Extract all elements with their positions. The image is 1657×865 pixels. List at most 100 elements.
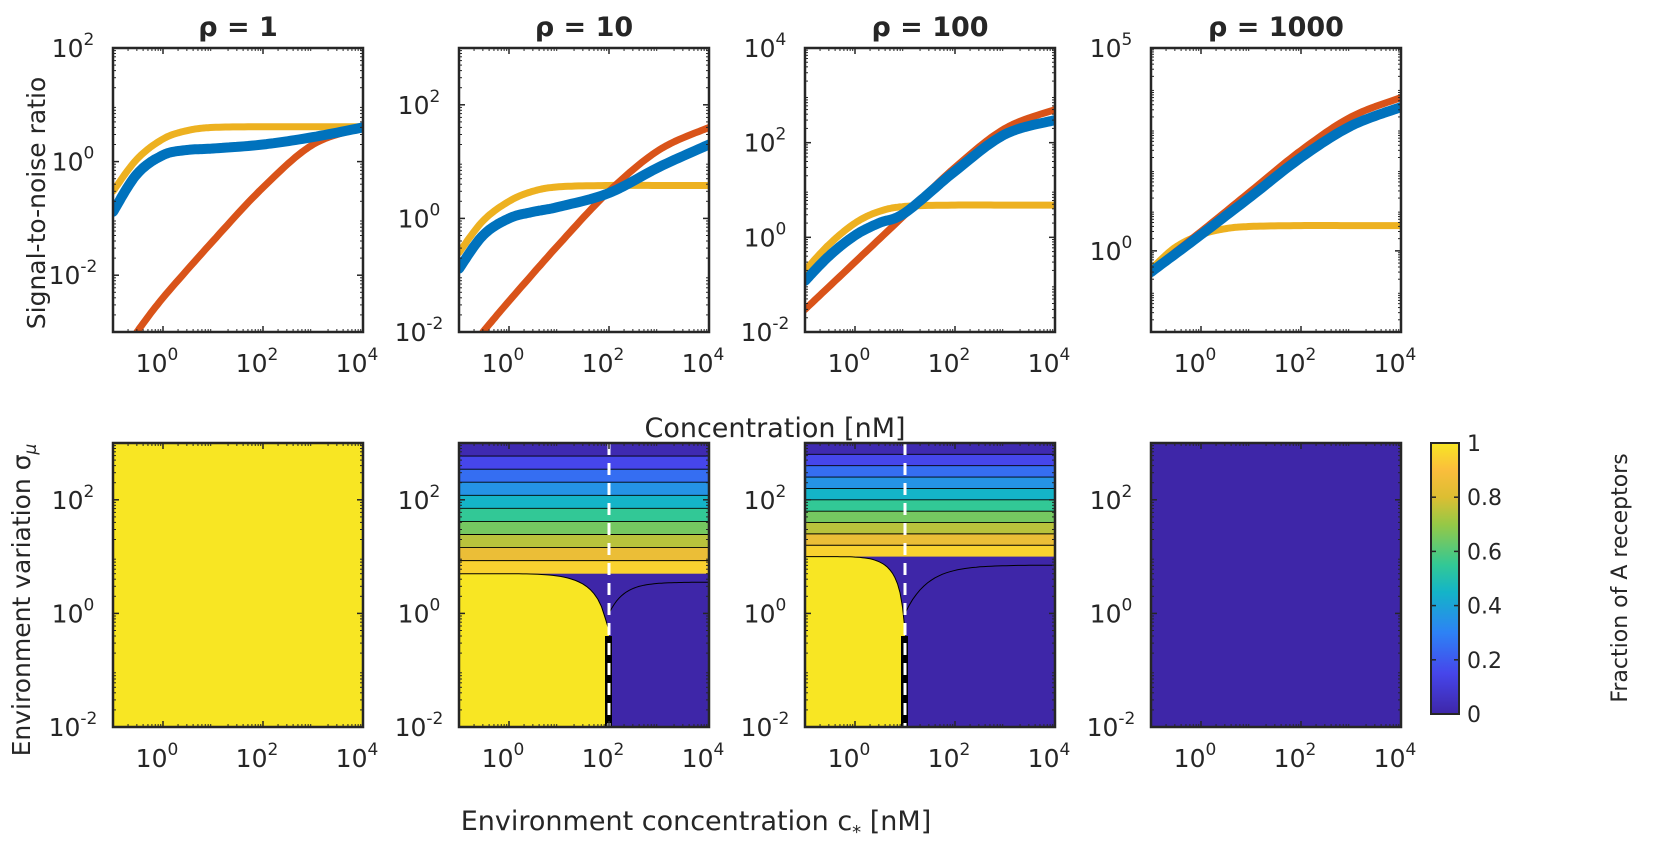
x-tick-label: 102 [582, 345, 625, 378]
tick-base: 10 [1028, 349, 1060, 378]
tick-exponent: 0 [1121, 233, 1132, 253]
series-line-blue [805, 115, 1055, 286]
plot-title: ρ = 1 [198, 12, 278, 43]
tick-exponent: 0 [83, 144, 94, 164]
tick-exponent: 2 [775, 125, 786, 145]
tick-base: 10 [398, 204, 430, 233]
tick-exponent: 2 [429, 87, 440, 107]
tick-exponent: 0 [167, 345, 178, 365]
tick-exponent: 0 [859, 740, 870, 760]
tick-base: 10 [395, 318, 427, 347]
colorbar-tick-label: 0.2 [1467, 649, 1502, 674]
region-low-funnel [609, 582, 709, 727]
x-tick-label: 104 [1374, 345, 1417, 378]
tick-base: 10 [1087, 713, 1119, 742]
y-tick-label: 10-2 [49, 709, 98, 742]
x-tick-label: 104 [1374, 740, 1417, 773]
x-tick-label: 100 [1174, 740, 1217, 773]
x-tick-label: 100 [828, 345, 871, 378]
x-tick-label: 100 [482, 740, 525, 773]
tick-base: 10 [49, 713, 81, 742]
y-tick-label: 100 [52, 595, 95, 628]
fraction-field [113, 443, 363, 727]
y-tick-label: 102 [52, 30, 95, 63]
y-tick-label: 102 [744, 482, 787, 515]
colorbar-label: Fraction of A receptors [1608, 453, 1633, 702]
tick-exponent: 4 [367, 740, 378, 760]
tick-base: 10 [1274, 744, 1306, 773]
bottom-x-axis-label-sub: * [852, 822, 861, 843]
series-lines [459, 123, 709, 332]
axes-frame [803, 46, 1057, 334]
contour-band [459, 534, 709, 548]
tick-base: 10 [582, 349, 614, 378]
colorbar-tick-label: 0.8 [1467, 486, 1502, 511]
tick-exponent: -2 [426, 709, 443, 729]
tick-base: 10 [236, 744, 268, 773]
contour-band [805, 533, 1055, 546]
colorbar-tick-label: 0.4 [1467, 595, 1502, 620]
tick-base: 10 [1090, 34, 1122, 63]
tick-exponent: 0 [429, 595, 440, 615]
x-tick-label: 102 [928, 345, 971, 378]
plot-title: ρ = 10 [535, 12, 633, 43]
contour-band [805, 454, 1055, 466]
y-tick-label: 10-2 [1087, 709, 1136, 742]
y-tick-label: 105 [1090, 30, 1133, 63]
y-tick-label: 10-2 [741, 314, 790, 347]
contour-band-top [459, 443, 709, 457]
tick-base: 10 [482, 349, 514, 378]
tick-base: 10 [744, 223, 776, 252]
tick-base: 10 [52, 34, 84, 63]
series-line-yellow [459, 181, 709, 257]
y-tick-label: 100 [744, 595, 787, 628]
tick-exponent: -2 [772, 314, 789, 334]
tick-exponent: 0 [1205, 345, 1216, 365]
tick-base: 10 [1274, 349, 1306, 378]
tick-base: 10 [482, 744, 514, 773]
series-line-yellow [805, 201, 1055, 274]
tick-base: 10 [682, 349, 714, 378]
tick-exponent: 0 [513, 740, 524, 760]
axes-frame [457, 46, 711, 334]
series-line-orange [133, 123, 363, 332]
tick-exponent: 0 [1205, 740, 1216, 760]
x-tick-label: 104 [1028, 740, 1071, 773]
x-tick-label: 100 [1174, 345, 1217, 378]
contour-band [459, 508, 709, 522]
fraction-field [1151, 443, 1401, 727]
contour-line-funnel [608, 581, 709, 614]
axes-frame [111, 46, 365, 334]
contour-band [459, 560, 709, 574]
x-tick-label: 102 [236, 345, 279, 378]
contour-band [459, 547, 709, 561]
contour-lines [459, 455, 709, 631]
x-tick-label: 104 [1028, 345, 1071, 378]
uniform-fill [1151, 443, 1401, 727]
y-tick-label: 102 [398, 87, 441, 120]
tick-exponent: -2 [772, 709, 789, 729]
tick-exponent: 2 [429, 482, 440, 502]
x-tick-label: 102 [1274, 345, 1317, 378]
contour-band [805, 477, 1055, 489]
tick-exponent: 2 [83, 482, 94, 502]
series-line-blue [1151, 102, 1401, 278]
series-line-blue [459, 139, 709, 274]
bottom-y-axis-label-sub: μ [21, 443, 41, 455]
top-y-axis-label: Signal-to-noise ratio [22, 77, 51, 329]
fraction-field [459, 443, 709, 727]
y-tick-label: 102 [1090, 482, 1133, 515]
tick-exponent: 2 [1121, 482, 1132, 502]
tick-exponent: 2 [267, 740, 278, 760]
tick-base: 10 [395, 713, 427, 742]
tick-base: 10 [236, 349, 268, 378]
bottom-x-axis-label: Environment concentration c* [nM] [461, 806, 931, 843]
threshold-black-band [605, 636, 612, 727]
y-tick-label: 100 [52, 144, 95, 177]
tick-base: 10 [398, 91, 430, 120]
